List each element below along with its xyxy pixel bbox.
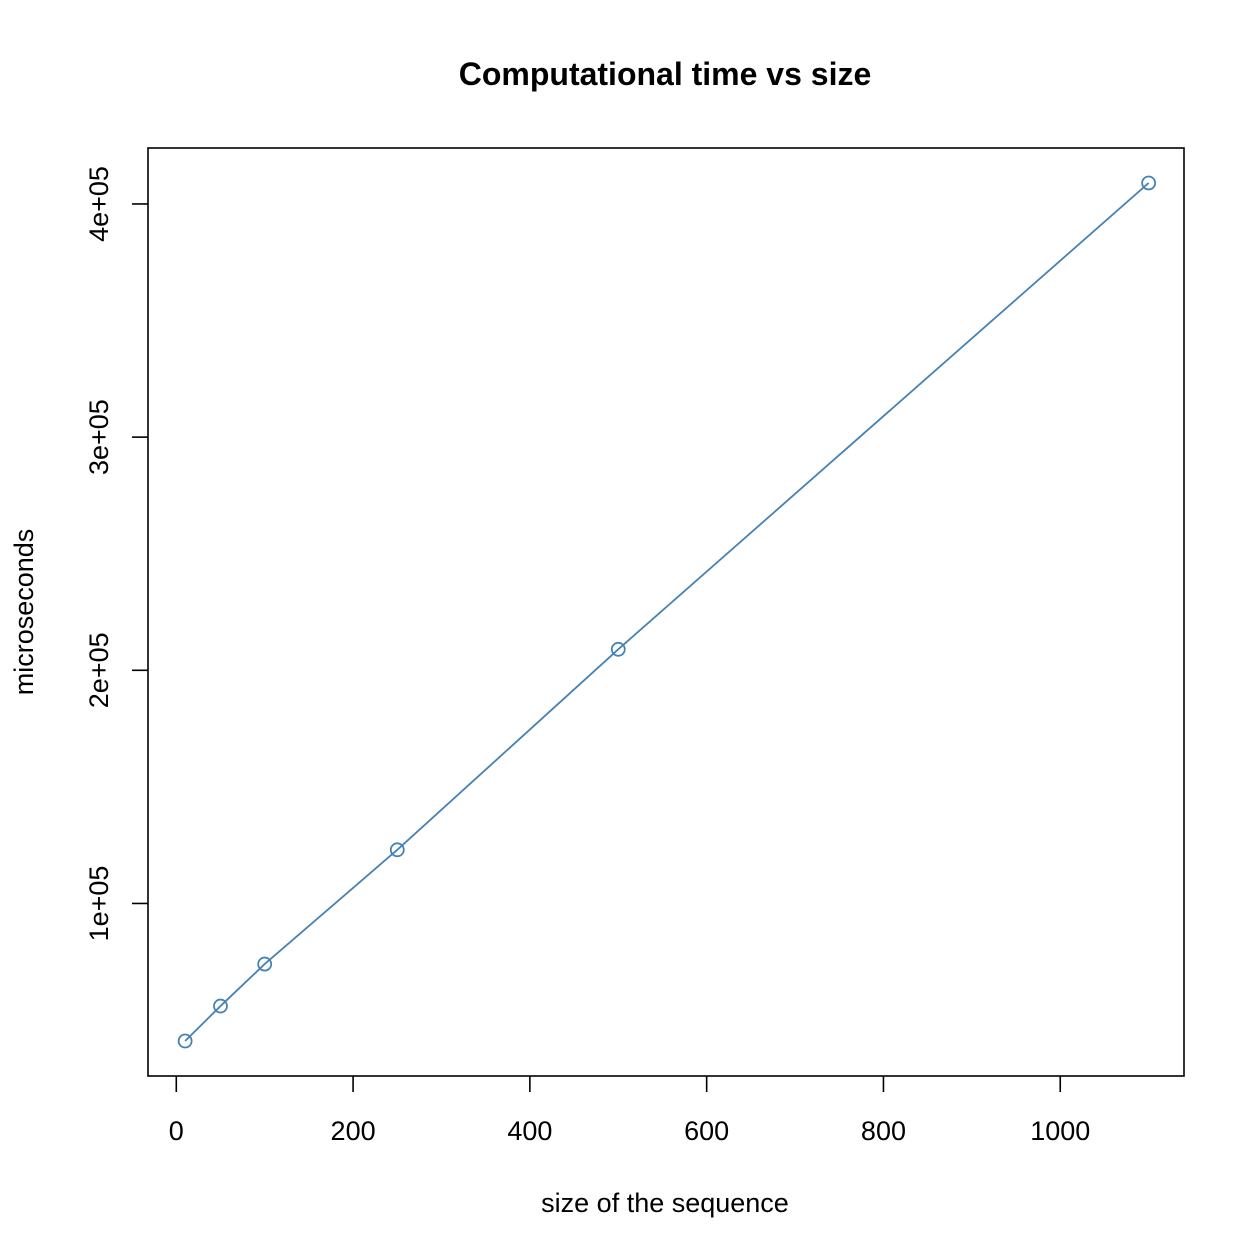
data-point <box>610 641 626 657</box>
x-tick-label: 800 <box>861 1116 906 1146</box>
series-layer <box>177 175 1157 1049</box>
y-axis-label: microseconds <box>9 529 39 696</box>
x-tick-label: 600 <box>684 1116 729 1146</box>
y-axis: 1e+05 2e+05 3e+05 4e+05 <box>84 166 148 941</box>
data-point <box>257 956 273 972</box>
y-tick-label: 3e+05 <box>84 399 114 475</box>
x-tick-label: 0 <box>169 1116 184 1146</box>
y-tick-label: 4e+05 <box>84 166 114 242</box>
x-axis: 0 200 400 600 800 1000 <box>169 1076 1090 1146</box>
x-tick-label: 200 <box>331 1116 376 1146</box>
x-axis-label: size of the sequence <box>541 1188 789 1218</box>
x-tick-label: 1000 <box>1030 1116 1090 1146</box>
plot-frame <box>147 147 1185 1077</box>
data-point <box>1141 175 1157 191</box>
y-tick-label: 2e+05 <box>84 632 114 708</box>
data-point <box>177 1033 193 1049</box>
data-point <box>389 842 405 858</box>
x-tick-label: 400 <box>507 1116 552 1146</box>
data-point <box>213 998 228 1014</box>
chart-title: Computational time vs size <box>459 56 872 92</box>
y-tick-label: 1e+05 <box>84 866 114 942</box>
series-line <box>184 182 1150 1042</box>
